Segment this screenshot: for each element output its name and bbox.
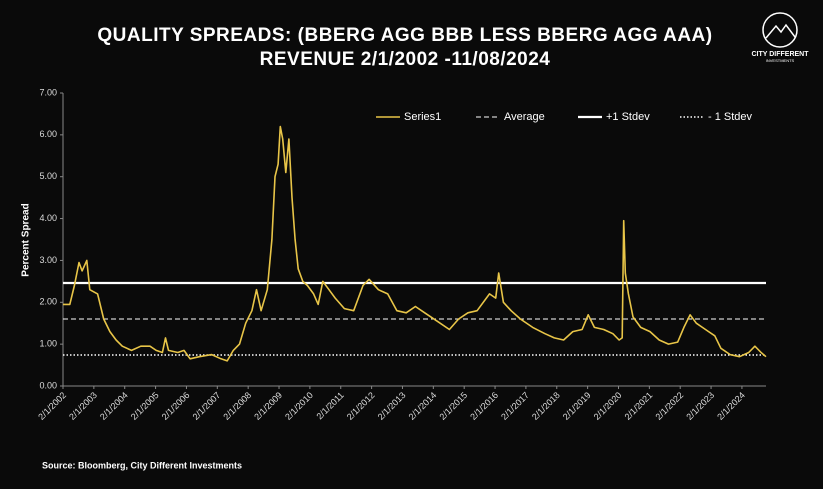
y-tick-label: 7.00 (39, 87, 57, 97)
series-line (63, 125, 767, 362)
chart-title: QUALITY SPREADS: (BBERG AGG BBB LESS BBE… (97, 25, 712, 46)
y-tick-label: 0.00 (39, 380, 57, 390)
y-tick-label: 6.00 (39, 129, 57, 139)
legend-label: Average (504, 111, 545, 123)
logo: CITY DIFFERENT INVESTMENTS (751, 12, 809, 63)
y-tick-label: 3.00 (39, 255, 57, 265)
logo-name: CITY DIFFERENT (751, 51, 809, 58)
y-tick-label: 5.00 (39, 171, 57, 181)
logo-circle (762, 12, 798, 48)
source-note: Source: Bloomberg, City Different Invest… (42, 460, 242, 470)
y-tick-label: 2.00 (39, 297, 57, 307)
legend-label: +1 Stdev (606, 111, 650, 123)
y-axis-label: Percent Spread (21, 203, 32, 276)
chart-subtitle: REVENUE 2/1/2002 -11/08/2024 (260, 49, 551, 70)
legend-label: - 1 Stdev (708, 111, 753, 123)
y-tick-label: 1.00 (39, 339, 57, 349)
logo-tagline: INVESTMENTS (766, 58, 795, 63)
logo-mountain (765, 23, 796, 39)
y-tick-label: 4.00 (39, 213, 57, 223)
legend-label: Series1 (404, 111, 441, 123)
